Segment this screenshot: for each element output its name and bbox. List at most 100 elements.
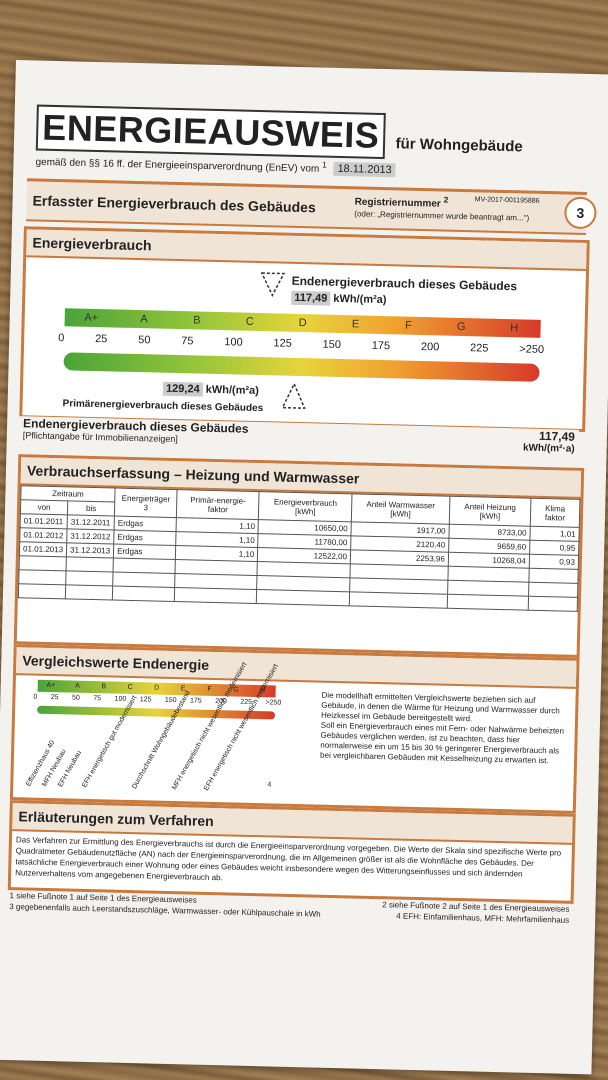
energy-tick-label: >250: [519, 343, 545, 356]
summary-value: 117,49: [538, 428, 576, 444]
table-cell-empty: [528, 568, 579, 584]
registry-label-text: Registriernummer: [354, 196, 441, 210]
summary-unit: kWh/(m²·a): [522, 442, 575, 455]
table-cell-to: 31.12.2011: [67, 514, 115, 531]
page-subtitle: für Wohngebäude: [395, 135, 523, 156]
enev-date: 18.11.2013: [333, 162, 396, 178]
energy-tick-label: 175: [371, 339, 391, 353]
consumption-box: Verbrauchserfassung – Heizung und Warmwa…: [13, 454, 585, 658]
comparison-tick-label: 125: [139, 696, 152, 704]
table-cell-climate: 0,95: [529, 540, 579, 556]
col-from: von: [20, 499, 68, 515]
col-energy: Energieverbrauch [kWh]: [258, 491, 353, 522]
energy-tick-label: 0: [58, 332, 65, 345]
table-cell-carrier: Erdgas: [113, 544, 176, 560]
table-cell-empty: [113, 558, 176, 574]
energy-class-label: E: [351, 318, 360, 331]
primary-energy-label: Primärenergieverbrauch dieses Gebäudes: [62, 398, 264, 415]
energy-gradient-bar: [63, 352, 540, 382]
registry-footnote-ref: 2: [443, 194, 449, 205]
table-cell-empty: [66, 556, 114, 573]
end-energy-arrow-icon: [260, 272, 286, 298]
comparison-tick-label: 0: [33, 693, 38, 701]
comparison-label: EFH energetisch nicht wesentlich moderni…: [203, 663, 280, 792]
comparison-class-label: B: [101, 683, 107, 691]
table-cell-from: 01.01.2011: [20, 513, 68, 529]
energy-class-label: A+: [84, 311, 99, 325]
table-cell-empty: [65, 584, 113, 601]
enev-text: gemäß den §§ 16 ff. der Energieeinsparve…: [35, 156, 320, 175]
primary-energy-value: 129,24: [162, 381, 203, 397]
table-cell-carrier: Erdgas: [113, 530, 177, 546]
table-cell-climate: 1,01: [529, 526, 580, 542]
energy-tick-label: 100: [224, 336, 243, 349]
energy-tick-label: 225: [469, 342, 489, 355]
col-heating: Anteil Heizung [kWh]: [449, 496, 531, 527]
section-header: Erfasster Energieverbrauch des Gebäudes …: [26, 178, 597, 235]
energy-class-label: F: [404, 319, 412, 332]
energy-class-label: H: [510, 322, 519, 335]
table-cell-empty: [18, 583, 66, 599]
primary-energy-unit: kWh/(m²a): [205, 383, 260, 398]
comparison-class-label: D: [154, 684, 160, 692]
registry-number: MV-2017-001195886: [474, 196, 540, 205]
comparison-tick-label: 175: [189, 697, 202, 705]
table-cell-from: 01.01.2012: [19, 527, 68, 543]
table-cell-carrier: Erdgas: [114, 516, 177, 532]
table-cell-empty: [112, 586, 175, 602]
comparison-class-label: A+: [46, 681, 56, 690]
comparison-tick-label: >250: [265, 699, 282, 707]
table-cell-to: 31.12.2012: [66, 528, 115, 545]
registry-label: Registriernummer 2: [354, 192, 448, 210]
comparison-class-label: A: [74, 682, 80, 690]
energy-class-label: D: [298, 316, 307, 330]
energy-tick-label: 50: [138, 334, 151, 347]
table-cell-empty: [112, 572, 176, 588]
table-cell-empty: [256, 589, 350, 606]
table-cell-empty: [65, 570, 114, 587]
energy-class-label: C: [245, 315, 254, 328]
table-cell-climate: 0,93: [529, 554, 579, 570]
energy-class-label: G: [456, 320, 466, 334]
comparison-footnote-ref: 4: [267, 781, 272, 789]
comparison-area: A+ A B C D E F G H 0 25 50 75 100 125 150 175 200 225 >250…: [13, 661, 576, 805]
primary-energy-arrow-icon: [281, 382, 306, 409]
comparison-tick-label: 100: [114, 695, 127, 703]
comparison-class-label: C: [127, 683, 133, 692]
summary-value-block: 117,49 kWh/(m²·a): [523, 429, 575, 455]
table-cell-empty: [18, 569, 67, 585]
page-title: ENERGIEAUSWEIS: [35, 104, 386, 160]
comparison-text-2: Soll ein Energieverbrauch eines mit Fern…: [319, 720, 565, 766]
energy-consumption-box: Energieverbrauch Endenergieverbrauch die…: [19, 226, 590, 433]
end-energy-label: Endenergieverbrauch dieses Gebäudes: [291, 273, 518, 294]
table-cell-empty: [528, 596, 578, 612]
table-cell-empty: [349, 591, 448, 609]
col-carrier: Energieträger 3: [114, 488, 178, 518]
comparison-tick-label: 150: [164, 696, 177, 705]
comparison-tick-label: 75: [93, 695, 102, 703]
table-cell-empty: [19, 555, 67, 571]
energy-class-label: A: [140, 313, 148, 326]
section-title: Erfasster Energieverbrauch des Gebäudes: [32, 192, 316, 216]
comparison-tick-label: 25: [50, 694, 59, 702]
col-hotwater: Anteil Warmwasser [kWh]: [351, 493, 450, 525]
explanation-box: Erläuterungen zum Verfahren Das Verfahre…: [7, 800, 576, 904]
col-to: bis: [67, 500, 115, 517]
energy-tick-label: 125: [273, 337, 292, 350]
certificate-page: ENERGIEAUSWEIS für Wohngebäude gemäß den…: [0, 60, 608, 1075]
table-cell-empty: [528, 582, 578, 598]
energy-tick-label: 200: [420, 340, 440, 354]
page-number-badge: 3: [564, 196, 597, 230]
energy-tick-label: 25: [94, 333, 108, 346]
col-climate: Klima faktor: [530, 498, 580, 528]
consumption-table: Zeitraum Energieträger 3 Primär-energie-…: [18, 485, 581, 612]
col-primary-factor: Primär-energie-faktor: [176, 489, 260, 520]
table-cell-empty: [174, 587, 258, 604]
comparison-labels: Effizienzhaus 40 MFH Neubau EFH Neubau EFH …: [25, 661, 289, 794]
energy-tick-label: 150: [322, 338, 342, 352]
enev-footnote-ref: 1: [322, 159, 327, 170]
energy-scale-area: Endenergieverbrauch dieses Gebäudes 117,…: [23, 257, 586, 421]
comparison-class-label: F: [207, 685, 212, 693]
comparison-text: Die modellhaft ermittelten Vergleichswer…: [320, 691, 566, 767]
